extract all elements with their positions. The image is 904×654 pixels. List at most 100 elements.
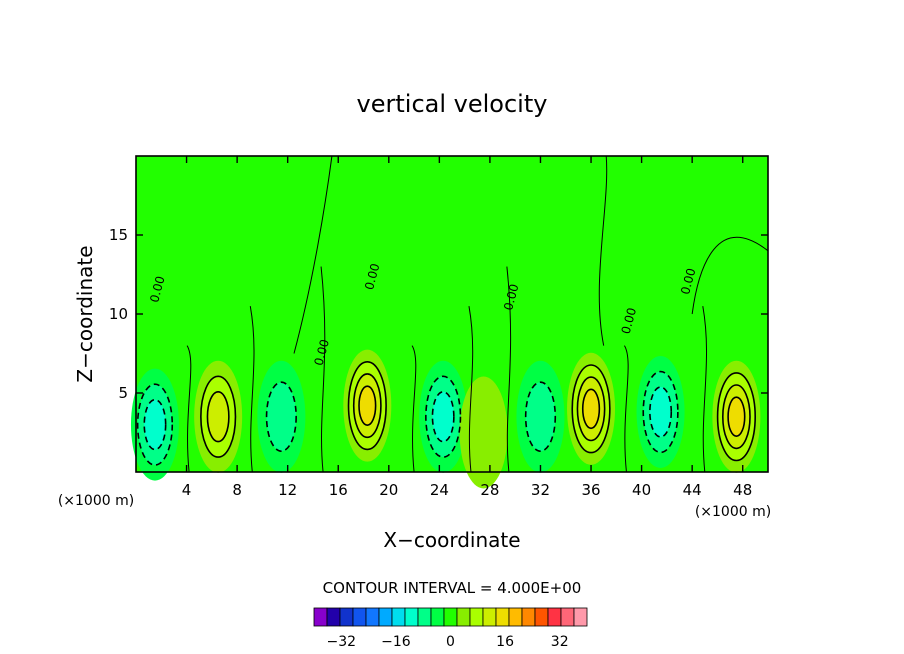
colorbar-cell [430, 607, 445, 627]
colorbar-cell [521, 607, 536, 627]
colorbar-cell [469, 607, 484, 627]
colorbar-ticks: −32 −16 0 16 32 [327, 634, 569, 650]
contour-value-label: 0.00 [362, 262, 382, 291]
contour-value-label: 0.00 [678, 267, 698, 296]
colorbar-cell [352, 607, 367, 627]
filled-contour-regions [130, 349, 761, 489]
zero-contour-3 [411, 345, 417, 473]
y-tick-label: 10 [109, 305, 128, 323]
colorbar-cell [443, 607, 458, 627]
x-tick-label: 28 [480, 481, 499, 499]
contour-region-9-4 [728, 397, 745, 437]
colorbar-cell [547, 607, 562, 627]
x-tick-label: 20 [379, 481, 398, 499]
contour-line-7-2 [571, 364, 611, 454]
colorbar-cell [495, 607, 510, 627]
colorbar-cell [482, 607, 497, 627]
x-tick-label: 40 [632, 481, 651, 499]
contour-line-7-3 [576, 376, 606, 442]
x-tick-label: 16 [329, 481, 348, 499]
x-tick-label: 12 [278, 481, 297, 499]
x-tick-label: 32 [531, 481, 550, 499]
contour-line-3-2 [347, 361, 387, 451]
contour-line-9-2 [716, 372, 757, 462]
contour-value-label: 0.00 [312, 338, 332, 367]
colorbar-cell [508, 607, 523, 627]
contour-region-1-3 [207, 391, 229, 442]
contour-line-1-2 [200, 375, 237, 458]
chart-title: vertical velocity [357, 90, 548, 118]
colorbar-tick-label: 16 [496, 634, 514, 650]
zero-contour-6 [624, 345, 629, 473]
colorbar-cell [456, 607, 471, 627]
contour-line-9-4 [727, 396, 746, 438]
colorbar-cell [534, 607, 549, 627]
contour-line-0-2 [136, 383, 174, 466]
contour-line-1-3 [206, 391, 230, 443]
contour-region-8-3 [649, 387, 672, 437]
contour-value-label: 0.00 [147, 275, 167, 304]
x-axis-label: X−coordinate [383, 528, 520, 552]
colorbar-cell [313, 607, 328, 627]
contour-line-8-3 [649, 386, 673, 438]
x-tick-label: 4 [182, 481, 192, 499]
colorbar-tick-label: 32 [551, 634, 569, 650]
contour-line-2-2 [265, 381, 297, 453]
contour-line-4-2 [425, 375, 462, 458]
x-tick-label: 36 [581, 481, 600, 499]
zero-contour-0 [186, 345, 192, 473]
colorbar-cell [339, 607, 354, 627]
x-tick-label: 48 [733, 481, 752, 499]
y-ticks: 5 10 15 [109, 226, 768, 402]
upper-zero-contour-2 [691, 236, 769, 315]
plot-area: 0.000.000.000.000.000.00 4 8 12 16 20 24 28 32 3… [109, 155, 769, 499]
y-tick-label: 15 [109, 226, 128, 244]
contour-region-0-3 [144, 399, 166, 450]
contour-region-7-4 [582, 389, 600, 429]
zero-contour-5 [506, 266, 512, 473]
zero-contour-1 [249, 306, 255, 473]
contour-line-7-4 [581, 388, 601, 430]
colorbar-cell [365, 607, 380, 627]
colorbar-tick-label: −32 [327, 634, 357, 650]
colorbar-cell [560, 607, 575, 627]
upper-zero-contour-1 [598, 155, 608, 346]
x-tick-label: 44 [683, 481, 702, 499]
contour-line-6-2 [524, 381, 557, 453]
x-tick-label: 8 [232, 481, 242, 499]
x-left-unit-label: (×1000 m) [58, 493, 134, 509]
contour-region-3-4 [359, 386, 376, 426]
colorbar-cell [326, 607, 341, 627]
contour-line-0-3 [143, 398, 167, 451]
contour-line-3-4 [358, 385, 377, 426]
contour-value-label: 0.00 [619, 306, 639, 335]
contour-line-9-3 [722, 384, 751, 450]
contour-line-4-3 [431, 391, 455, 443]
contour-region-6-2 [525, 382, 556, 452]
y-axis-label: Z−coordinate [73, 245, 97, 382]
zero-contour-2 [320, 266, 326, 473]
contour-interval-text: CONTOUR INTERVAL = 4.000E+00 [323, 579, 582, 597]
contour-region-2-2 [266, 382, 297, 452]
x-ticks: 4 8 12 16 20 24 28 32 36 40 44 48 [182, 156, 752, 499]
contour-region-4-3 [432, 391, 454, 442]
contour-lines: 0.00 0.00 0.00 0.00 0.00 0.00 [136, 155, 769, 473]
colorbar-cell [378, 607, 393, 627]
colorbar-tick-label: −16 [381, 634, 411, 650]
colorbar-tick-label: 0 [446, 634, 455, 650]
x-tick-label: 24 [430, 481, 449, 499]
zero-contour-7 [702, 306, 708, 473]
colorbar [313, 607, 588, 627]
colorbar-cell [417, 607, 432, 627]
colorbar-cell [573, 607, 588, 627]
x-right-unit-label: (×1000 m) [695, 504, 771, 520]
colorbar-cell [391, 607, 406, 627]
contour-value-label: 0.00 [501, 282, 521, 311]
contour-line-8-2 [642, 370, 679, 454]
contour-line-3-3 [352, 373, 382, 439]
upper-zero-contour-0 [293, 155, 333, 354]
y-tick-label: 5 [118, 384, 128, 402]
colorbar-cell [404, 607, 419, 627]
zero-contour-4 [468, 306, 474, 473]
